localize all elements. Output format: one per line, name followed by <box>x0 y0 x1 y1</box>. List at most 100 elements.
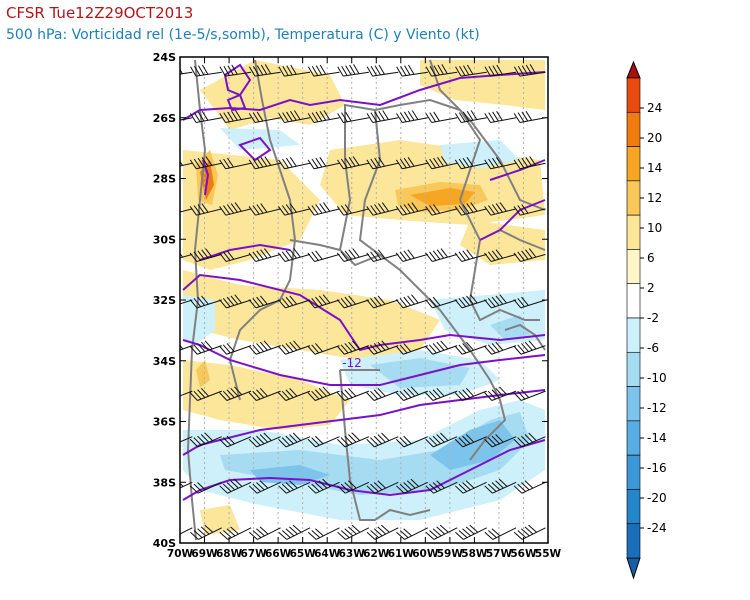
wind-barb <box>337 156 370 170</box>
wind-barb <box>395 157 428 170</box>
wind-barb <box>513 340 546 355</box>
wind-barb <box>455 64 487 77</box>
wind-barb <box>484 527 517 540</box>
wind-barb <box>248 480 281 494</box>
wind-barb <box>454 110 487 123</box>
wind-barb <box>337 111 369 123</box>
map-title: CFSR Tue12Z29OCT2013 <box>6 4 194 22</box>
wind-barb <box>219 157 252 170</box>
wind-barb <box>513 296 546 309</box>
wind-barb <box>180 248 193 262</box>
lat-label: 34S <box>153 355 176 368</box>
wind-barb <box>366 524 399 540</box>
colorbar-label: -12 <box>647 401 667 415</box>
wind-barb <box>425 524 458 540</box>
wind-barb <box>219 250 252 262</box>
wind-barb <box>454 202 487 216</box>
wind-barb <box>336 340 370 355</box>
wind-barb <box>307 527 340 540</box>
wind-barb <box>513 248 546 262</box>
wind-barb <box>513 156 546 170</box>
colorbar-label: -24 <box>647 521 667 535</box>
colorbar-top-arrow <box>626 60 641 79</box>
lat-label: 26S <box>153 112 176 125</box>
wind-barb <box>219 386 252 401</box>
colorbar-box <box>626 420 641 456</box>
lon-label: 62W <box>363 548 390 560</box>
wind-barb <box>395 249 428 262</box>
wind-barb <box>219 110 252 123</box>
wind-barb <box>395 435 428 448</box>
wind-barb <box>190 524 222 540</box>
lon-label: 55W <box>535 548 562 560</box>
lat-label: 30S <box>153 233 176 246</box>
colorbar-label: 24 <box>647 101 662 115</box>
wind-barb <box>189 248 222 262</box>
wind-barb <box>337 64 369 77</box>
wind-barb <box>395 386 428 401</box>
wind-barb <box>366 249 399 262</box>
colorbar-box <box>626 249 641 285</box>
wind-barb <box>484 157 517 170</box>
wind-barb <box>513 389 546 401</box>
wind-barb <box>307 250 340 262</box>
wind-barb <box>395 343 428 355</box>
colorbar-box <box>626 77 641 113</box>
wind-barb <box>248 111 281 123</box>
lon-label: 60W <box>412 548 439 560</box>
colorbar-label: -2 <box>647 311 659 325</box>
wind-barb <box>278 524 311 540</box>
wind-barb <box>513 524 546 540</box>
wind-barb <box>307 64 340 77</box>
wind-barb <box>307 343 340 355</box>
colorbar: 24 20 14 12 10 6 2 -2 -6 -10 -12 -14 -16 -20 -24 <box>626 60 667 580</box>
graticule <box>204 57 524 543</box>
wind-barb <box>425 248 458 262</box>
wind-barb <box>307 435 340 448</box>
colorbar-label: -16 <box>647 461 667 475</box>
wind-barb <box>180 156 193 170</box>
colorbar-label: -20 <box>647 491 667 505</box>
lon-label: 64W <box>314 548 341 560</box>
wind-barb <box>454 249 487 262</box>
wind-barb <box>484 386 517 401</box>
wind-barb <box>336 387 370 401</box>
wind-barb <box>454 157 487 170</box>
colorbar-box <box>626 283 641 319</box>
wind-barb <box>189 340 222 355</box>
colorbar-box <box>626 146 641 182</box>
wind-barb <box>366 110 399 123</box>
lon-label: 61W <box>388 548 415 560</box>
colorbar-box <box>626 454 641 490</box>
isotherm-label: -12 <box>342 356 362 370</box>
lat-label: 36S <box>153 416 176 429</box>
wind-barb <box>454 341 487 355</box>
wind-barb <box>513 64 546 77</box>
wind-barb <box>366 387 399 401</box>
wind-barb <box>219 294 252 309</box>
wind-barb <box>278 157 311 170</box>
wind-barb <box>248 526 281 540</box>
wind-barb <box>189 203 222 216</box>
colorbar-box <box>626 111 641 147</box>
wind-barb <box>484 294 517 309</box>
lon-label: 67W <box>240 548 267 560</box>
longitude-axis: 70W69W68W67W66W65W64W63W62W61W60W59W58W5… <box>167 57 562 560</box>
colorbar-label: 10 <box>647 221 662 235</box>
wind-barb <box>484 249 517 262</box>
wind-barb <box>454 294 487 309</box>
wind-barb <box>307 157 340 170</box>
wind-barb <box>278 432 311 448</box>
wind-barb <box>454 434 487 448</box>
lon-label: 59W <box>437 548 464 560</box>
wind-barb <box>248 340 281 355</box>
wind-barb <box>278 64 311 77</box>
wind-barb <box>337 524 370 540</box>
wind-barb <box>219 526 252 540</box>
wind-barb <box>425 64 458 77</box>
wind-barb <box>248 295 281 309</box>
wind-barb <box>484 110 517 123</box>
wind-barb <box>425 387 458 401</box>
wind-barb <box>248 203 281 216</box>
wind-barb <box>513 204 546 216</box>
